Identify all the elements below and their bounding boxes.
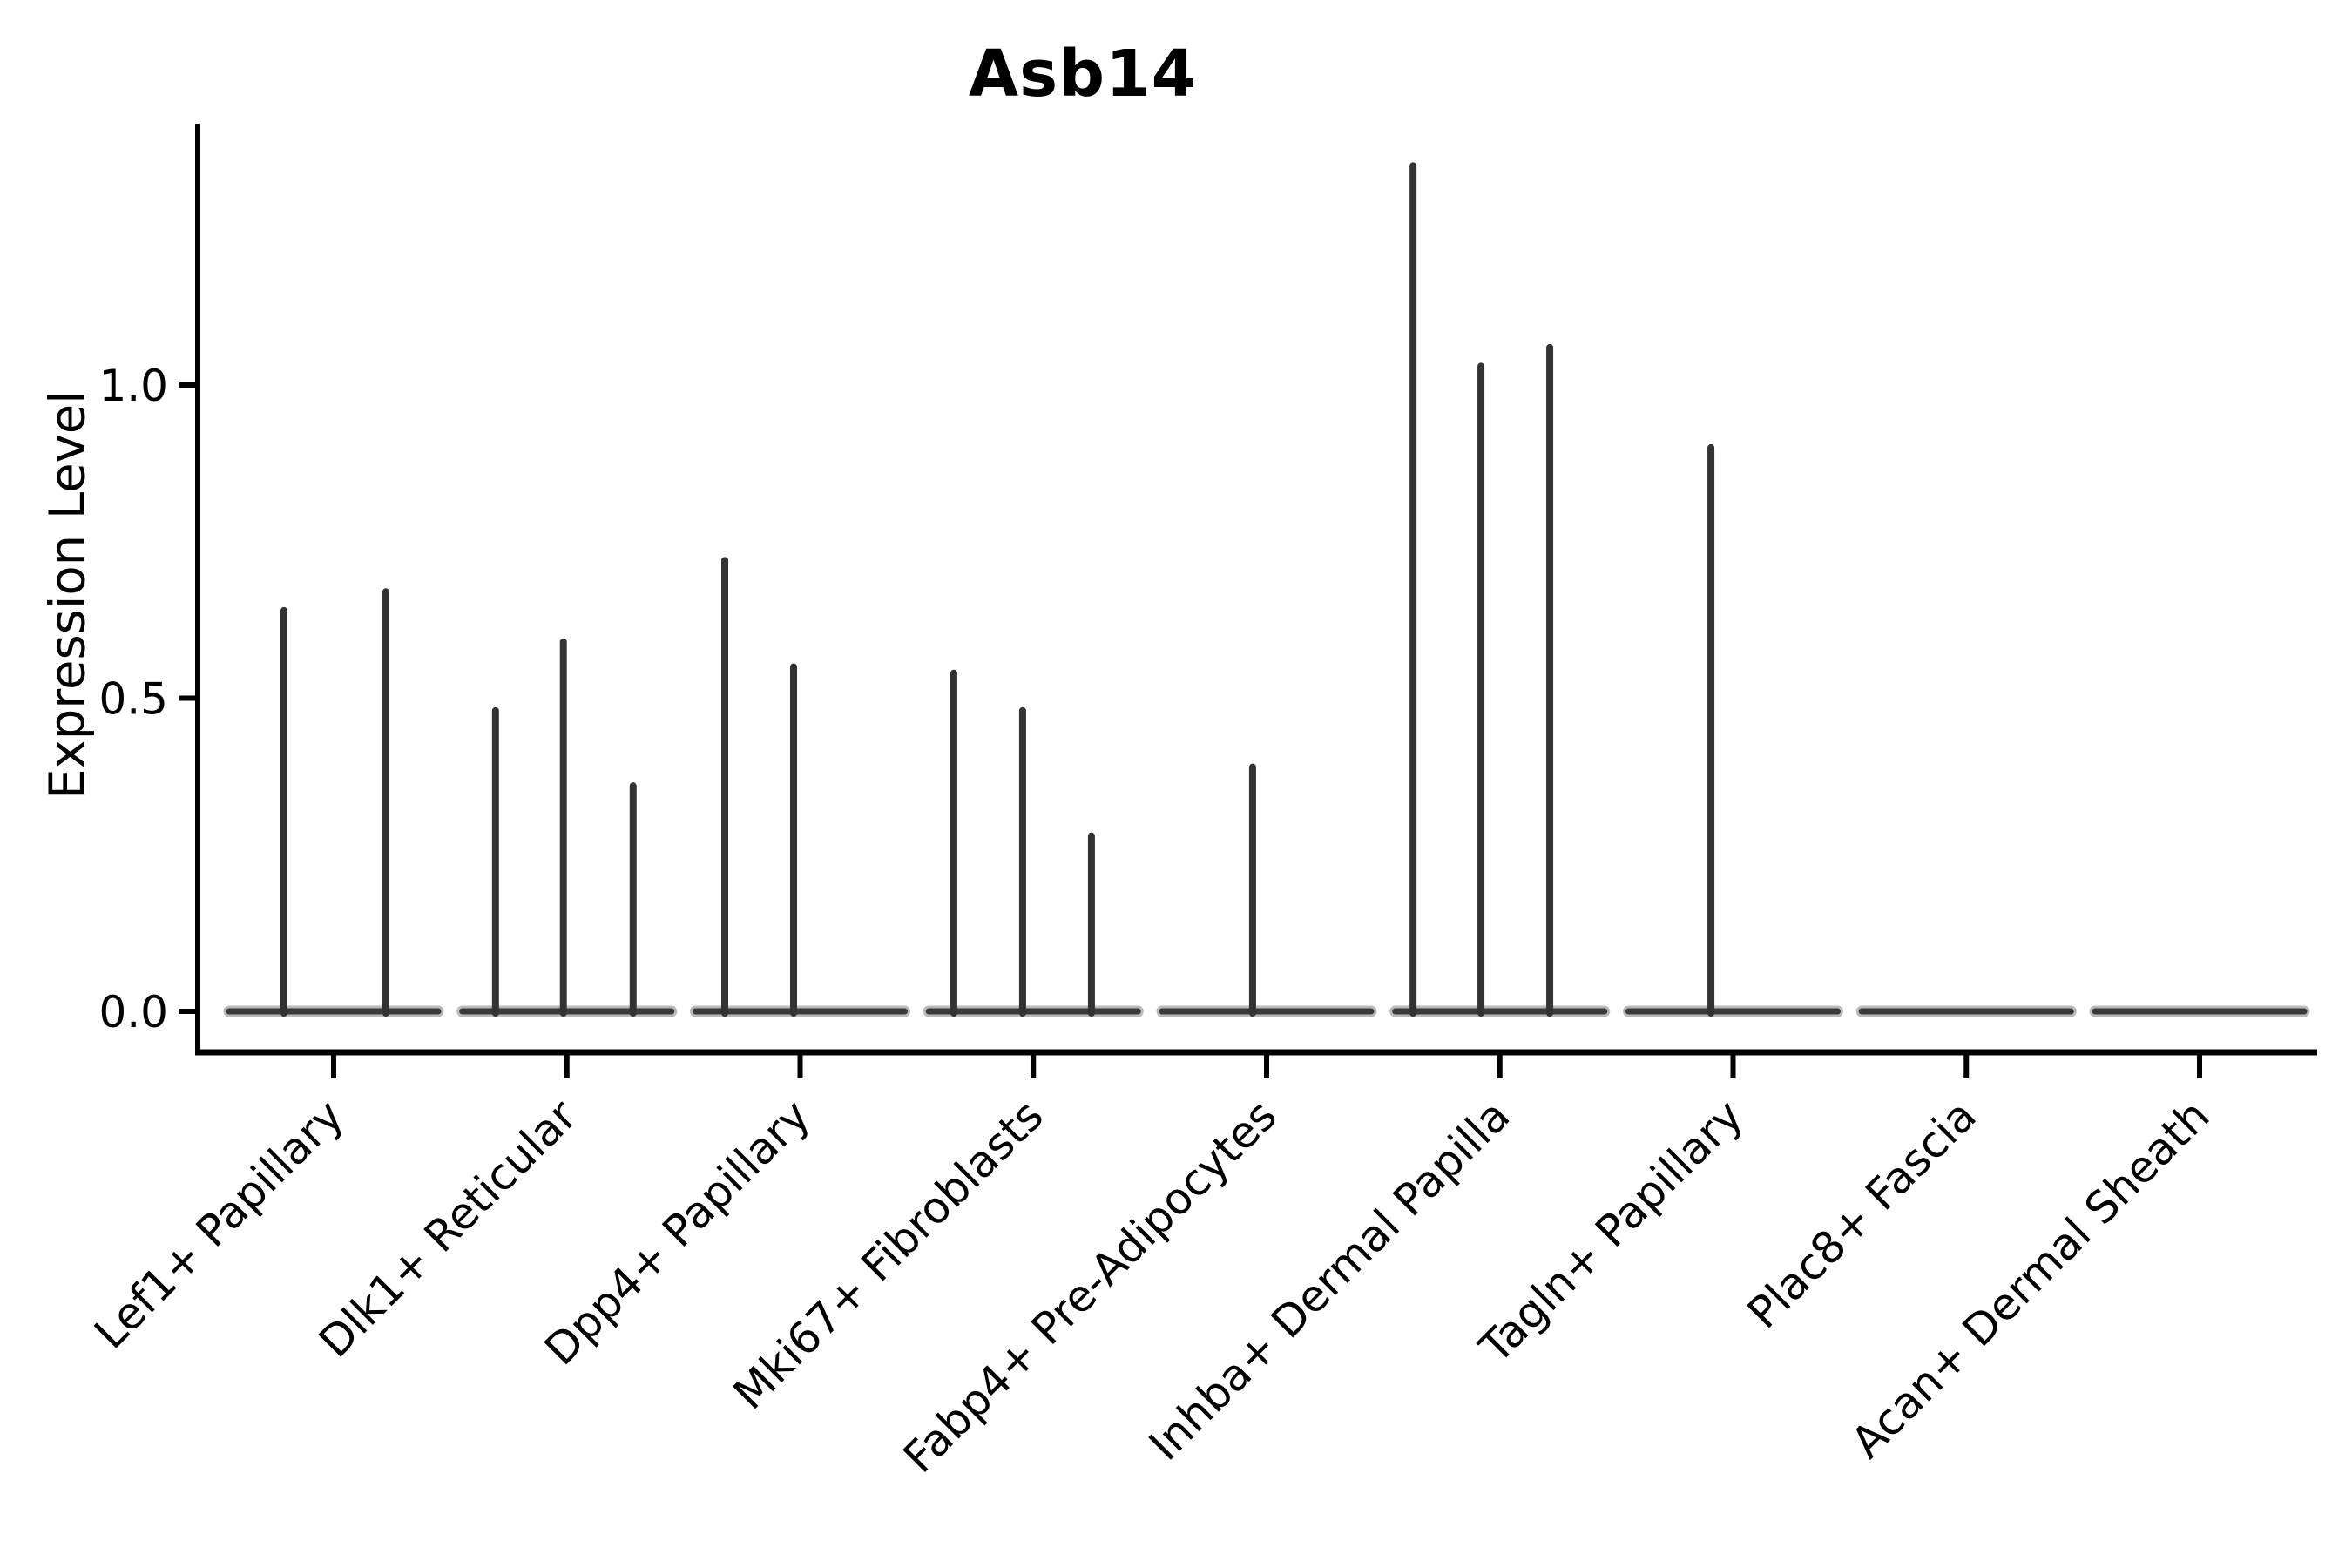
y-tick-label: 1.0 [98,361,168,411]
x-category-label: Lef1+ Papillary [84,1090,353,1358]
y-tick-label: 0.5 [98,674,168,725]
y-tick-label: 0.0 [98,987,168,1037]
x-category-label: Plac8+ Fascia [1738,1090,1986,1338]
chart-title: Asb14 [968,37,1198,112]
x-category-label: Dlk1+ Reticular [309,1090,586,1367]
x-category-label: Fabp4+ Pre-Adipocytes [894,1090,1287,1483]
